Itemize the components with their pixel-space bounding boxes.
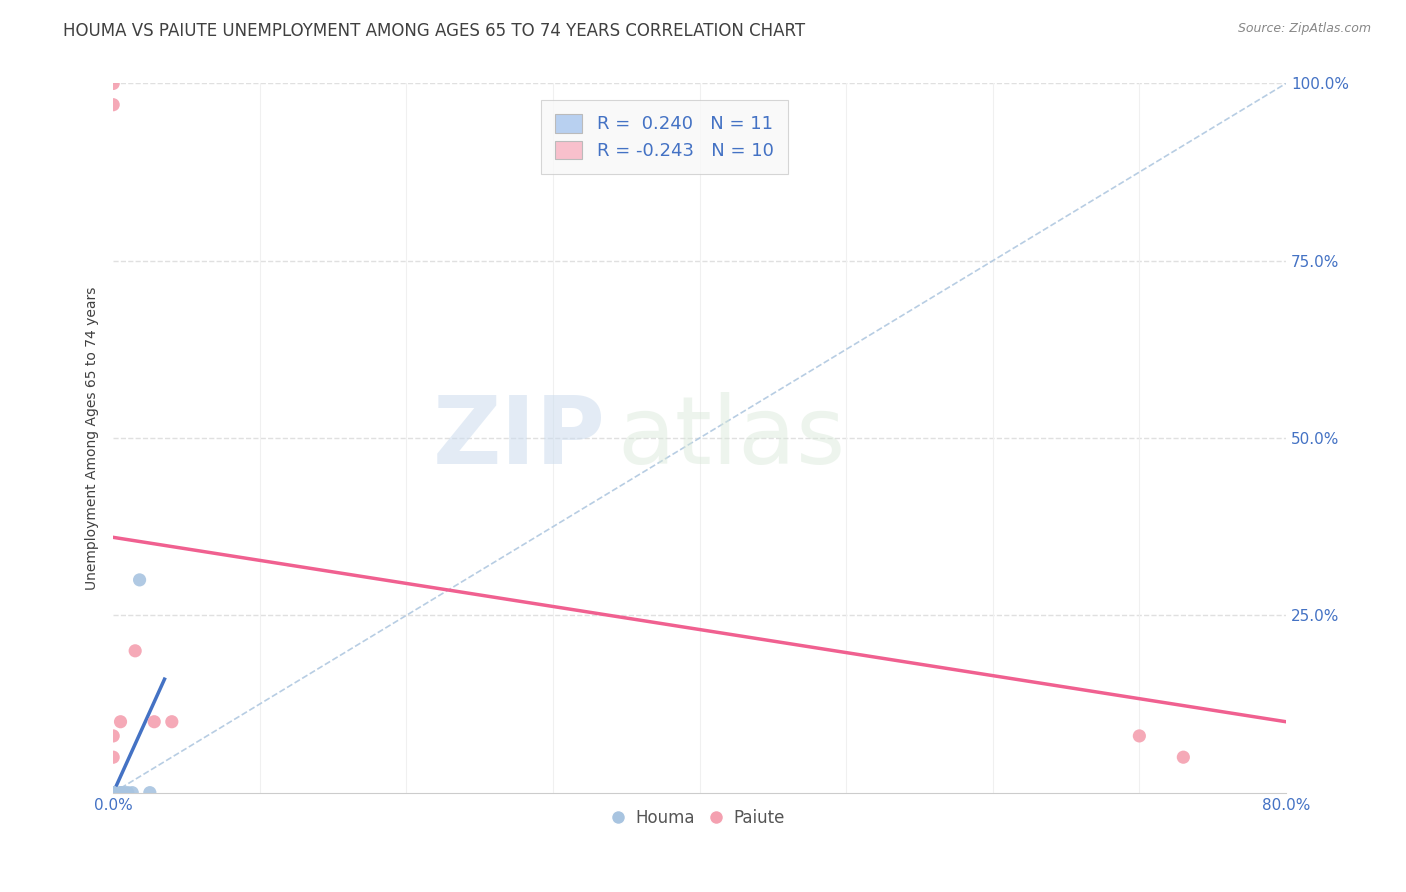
Point: [103, 786, 125, 800]
Point: [114, 786, 136, 800]
Point: [160, 714, 183, 729]
Point: [117, 786, 139, 800]
Point: [103, 786, 125, 800]
Point: [1173, 750, 1195, 764]
Point: [1128, 729, 1150, 743]
Point: [121, 786, 143, 800]
Point: [103, 729, 125, 743]
Point: [139, 786, 162, 800]
Point: [143, 714, 166, 729]
Point: [110, 786, 132, 800]
Point: [110, 714, 132, 729]
Point: [128, 573, 150, 587]
Point: [124, 644, 146, 658]
Point: [110, 786, 132, 800]
Y-axis label: Unemployment Among Ages 65 to 74 years: Unemployment Among Ages 65 to 74 years: [86, 286, 100, 590]
Point: [103, 97, 125, 112]
Point: [103, 77, 125, 91]
Text: HOUMA VS PAIUTE UNEMPLOYMENT AMONG AGES 65 TO 74 YEARS CORRELATION CHART: HOUMA VS PAIUTE UNEMPLOYMENT AMONG AGES …: [63, 22, 806, 40]
Point: [103, 786, 125, 800]
Text: atlas: atlas: [617, 392, 846, 484]
Point: [103, 750, 125, 764]
Legend: Houma, Paiute: Houma, Paiute: [607, 803, 792, 834]
Point: [103, 786, 125, 800]
Text: ZIP: ZIP: [433, 392, 606, 484]
Text: Source: ZipAtlas.com: Source: ZipAtlas.com: [1237, 22, 1371, 36]
